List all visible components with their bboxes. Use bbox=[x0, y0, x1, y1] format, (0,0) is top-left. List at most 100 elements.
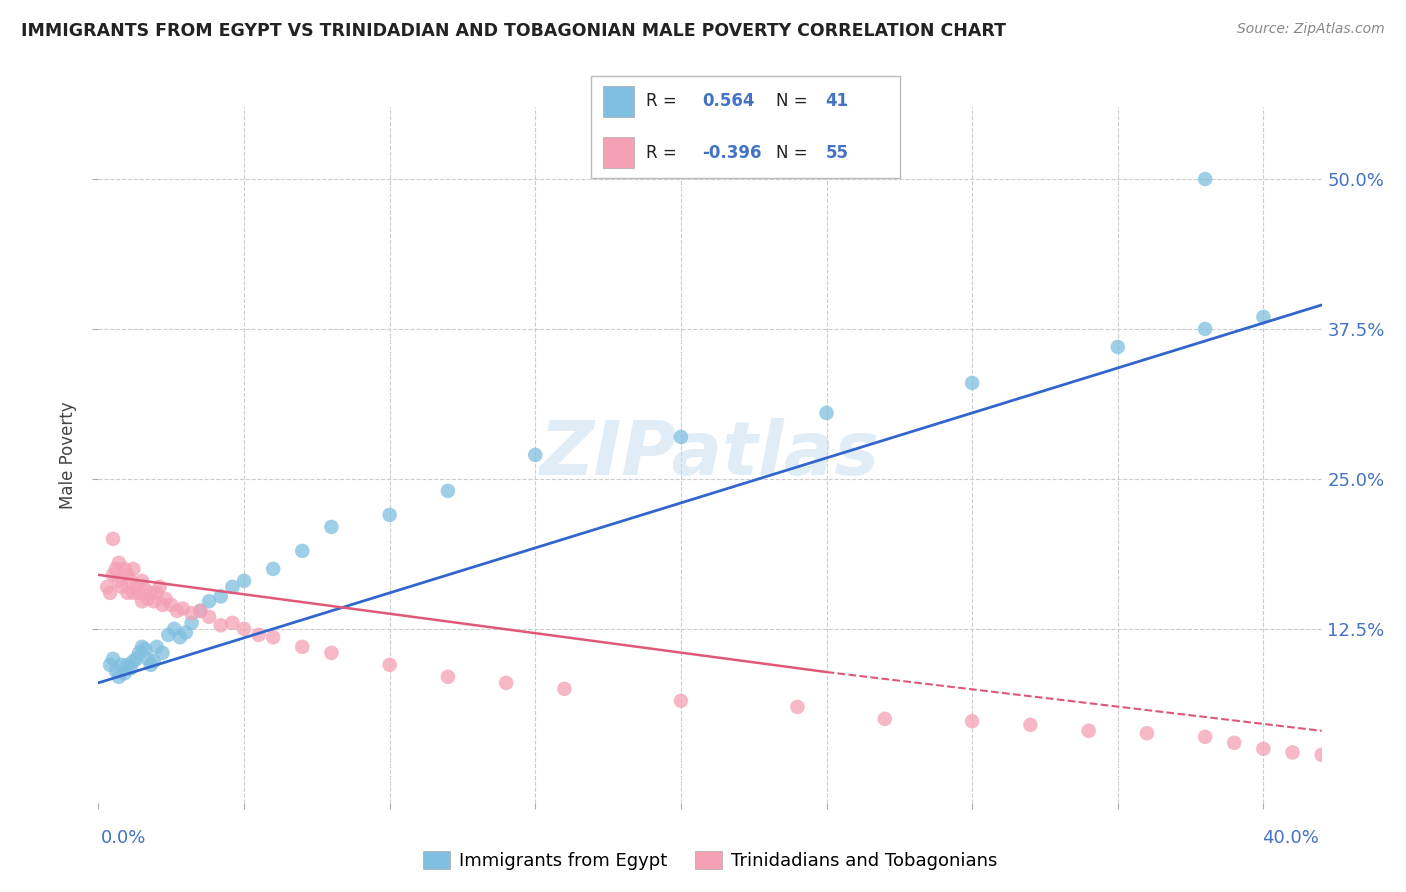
Point bbox=[131, 640, 153, 654]
Text: R =: R = bbox=[647, 93, 676, 111]
Point bbox=[873, 712, 896, 726]
Text: 0.564: 0.564 bbox=[702, 93, 755, 111]
Point bbox=[960, 714, 983, 729]
Point bbox=[114, 562, 136, 576]
Point bbox=[786, 699, 808, 714]
Point bbox=[221, 580, 243, 594]
Point bbox=[134, 582, 156, 597]
Legend: Immigrants from Egypt, Trinidadians and Tobagonians: Immigrants from Egypt, Trinidadians and … bbox=[416, 844, 1004, 877]
Point bbox=[108, 670, 131, 684]
Point bbox=[553, 681, 575, 696]
Point bbox=[209, 618, 232, 632]
Point bbox=[262, 630, 284, 644]
Point bbox=[128, 586, 150, 600]
Point bbox=[134, 642, 156, 657]
Point bbox=[145, 640, 167, 654]
Point bbox=[125, 652, 148, 666]
Point bbox=[815, 406, 838, 420]
Point bbox=[117, 567, 139, 582]
Point bbox=[1310, 747, 1333, 762]
Point bbox=[98, 586, 121, 600]
Point bbox=[1281, 746, 1303, 760]
Point bbox=[111, 580, 134, 594]
Point bbox=[139, 586, 162, 600]
Point bbox=[524, 448, 547, 462]
Point bbox=[437, 670, 460, 684]
Point bbox=[98, 657, 121, 672]
Point bbox=[104, 664, 127, 678]
Point bbox=[1019, 718, 1042, 732]
FancyBboxPatch shape bbox=[603, 137, 634, 168]
Point bbox=[1107, 340, 1129, 354]
Point bbox=[125, 580, 148, 594]
Text: 0.0%: 0.0% bbox=[101, 829, 146, 847]
Point bbox=[221, 615, 243, 630]
Point bbox=[128, 646, 150, 660]
Point bbox=[1194, 172, 1216, 186]
Point bbox=[669, 430, 692, 444]
Point bbox=[1253, 741, 1275, 756]
Point bbox=[321, 646, 343, 660]
Point bbox=[174, 625, 197, 640]
Point bbox=[495, 676, 517, 690]
Point bbox=[172, 601, 194, 615]
Point bbox=[120, 574, 142, 588]
Point bbox=[120, 661, 142, 675]
FancyBboxPatch shape bbox=[603, 87, 634, 117]
Text: Source: ZipAtlas.com: Source: ZipAtlas.com bbox=[1237, 22, 1385, 37]
Point bbox=[291, 544, 314, 558]
Point bbox=[1136, 726, 1159, 740]
Point bbox=[669, 694, 692, 708]
Point bbox=[117, 586, 139, 600]
Point bbox=[131, 594, 153, 608]
Point bbox=[104, 562, 127, 576]
Text: 40.0%: 40.0% bbox=[1263, 829, 1319, 847]
Point bbox=[180, 607, 202, 621]
Point bbox=[157, 628, 180, 642]
Point bbox=[145, 586, 167, 600]
Point bbox=[378, 508, 401, 522]
Point bbox=[101, 532, 124, 546]
Point bbox=[108, 574, 131, 588]
Point bbox=[101, 567, 124, 582]
Point bbox=[152, 598, 174, 612]
Point bbox=[139, 657, 162, 672]
Point bbox=[180, 615, 202, 630]
Point bbox=[188, 604, 212, 618]
Point bbox=[247, 628, 270, 642]
Point bbox=[163, 622, 186, 636]
Point bbox=[291, 640, 314, 654]
Point bbox=[321, 520, 343, 534]
Text: 55: 55 bbox=[825, 144, 849, 161]
Point bbox=[1223, 736, 1246, 750]
Point bbox=[142, 654, 165, 668]
Point bbox=[142, 594, 165, 608]
Text: N =: N = bbox=[776, 93, 807, 111]
Point bbox=[152, 646, 174, 660]
Text: ZIPatlas: ZIPatlas bbox=[540, 418, 880, 491]
Point bbox=[108, 556, 131, 570]
Point bbox=[122, 654, 145, 668]
Point bbox=[209, 590, 232, 604]
Point bbox=[1077, 723, 1099, 738]
Point bbox=[233, 574, 256, 588]
Point bbox=[1253, 310, 1275, 324]
Point bbox=[437, 483, 460, 498]
Point bbox=[136, 652, 159, 666]
Y-axis label: Male Poverty: Male Poverty bbox=[59, 401, 77, 508]
Point bbox=[262, 562, 284, 576]
Point bbox=[122, 562, 145, 576]
Text: N =: N = bbox=[776, 144, 807, 161]
Point bbox=[122, 586, 145, 600]
Point bbox=[188, 604, 212, 618]
Point bbox=[198, 610, 221, 624]
Point bbox=[149, 580, 172, 594]
Point bbox=[378, 657, 401, 672]
Text: 41: 41 bbox=[825, 93, 849, 111]
Point bbox=[198, 594, 221, 608]
Point bbox=[233, 622, 256, 636]
Point bbox=[114, 666, 136, 681]
Point bbox=[160, 598, 183, 612]
Text: -0.396: -0.396 bbox=[702, 144, 762, 161]
Point bbox=[155, 591, 177, 606]
